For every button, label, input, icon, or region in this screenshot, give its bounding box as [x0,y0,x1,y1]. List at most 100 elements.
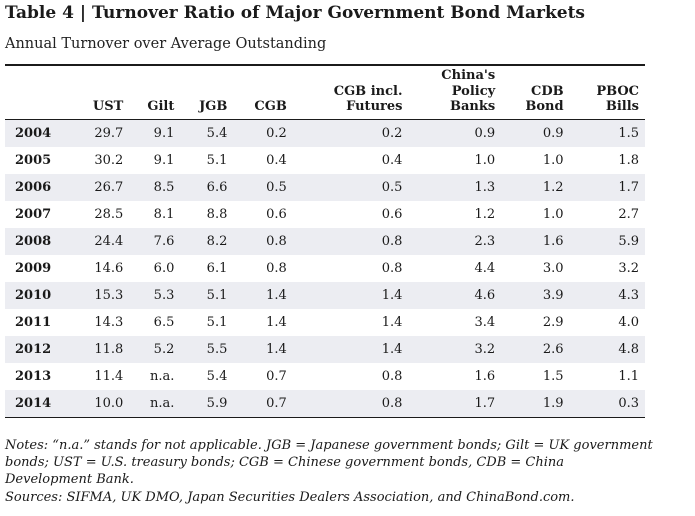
header-line: Bond [525,99,564,114]
row-year-cell: 2013 [15,368,52,384]
table-cell: 5.9 [180,389,234,418]
table-row: 2014 10.0 n.a. 5.9 0.7 0.8 1.7 1.9 0.3 [5,389,645,418]
col-header-jgb: JGB [180,68,234,120]
table-cell: 0.8 [292,227,409,255]
table-cell: 1.6 [501,227,570,255]
table-cell: 2.7 [618,206,639,222]
table-cell: 0.8 [233,227,293,255]
table-cell: 10.0 [73,389,130,418]
table-cell: 1.3 [408,173,502,201]
table-cell: 1.0 [474,152,496,168]
col-header-pboc: PBOC Bills [569,68,645,120]
row-year-cell: 2014 [5,389,73,418]
table-row: 2004 29.7 9.1 5.4 0.2 0.2 0.9 0.9 1.5 [5,119,645,147]
row-year-cell: 2006 [5,173,73,201]
table-cell: 0.9 [408,119,502,147]
table-cell: 1.2 [474,206,496,222]
table-cell: 6.5 [153,314,175,330]
table-cell: 1.4 [233,281,293,309]
table-row: 2012 11.8 5.2 5.5 1.4 1.4 3.2 2.6 4.8 [5,335,645,363]
table-row: 2013 11.4 n.a. 5.4 0.7 0.8 1.6 1.5 1.1 [5,363,645,390]
table-cell: 0.9 [501,119,570,147]
table-cell: n.a. [149,368,175,384]
table-cell: 1.4 [381,314,403,330]
table-cell: 0.2 [233,119,293,147]
table-notes: Notes: “n.a.” stands for not applicable.… [5,438,653,487]
table-cell: 8.5 [129,173,181,201]
table-cell: 8.8 [206,206,228,222]
table-cell: 0.4 [266,152,287,168]
col-header-policy-banks: China's Policy Banks [408,68,502,120]
table-cell: 1.0 [542,206,564,222]
header-line: Policy [451,83,496,99]
table-row: 2005 30.2 9.1 5.1 0.4 0.4 1.0 1.0 1.8 [5,147,645,174]
table-cell: 0.8 [266,260,287,276]
table-cell: 8.2 [180,227,234,255]
table-cell: 1.4 [266,314,287,330]
table-sources: Sources: SIFMA, UK DMO, Japan Securities… [5,490,575,505]
table-cell: 0.6 [266,206,287,222]
header-line: CDB [530,83,564,99]
table-cell: 0.2 [292,119,409,147]
table-title: Table 4 | Turnover Ratio of Major Govern… [5,3,585,23]
table-cell: 5.5 [180,335,234,363]
table-row: 2010 15.3 5.3 5.1 1.4 1.4 4.6 3.9 4.3 [5,281,645,309]
row-year-cell: 2004 [5,119,73,147]
row-year-cell: 2009 [15,260,52,276]
header-line: CGB incl. [333,83,403,99]
table-cell: 4.4 [474,260,496,276]
table-cell: 1.1 [618,368,639,384]
table-cell: 5.9 [569,227,645,255]
table-cell: 1.5 [569,119,645,147]
header-line: Futures [346,99,403,114]
table-cell: 0.8 [381,260,403,276]
table-cell: 8.1 [153,206,175,222]
table-cell: 5.1 [206,314,228,330]
row-year-cell: 2005 [15,152,52,168]
table-cell: 14.3 [94,314,124,330]
table-cell: 4.3 [569,281,645,309]
header-line: China's [441,68,496,83]
table-cell: 1.7 [569,173,645,201]
table-row: 2008 24.4 7.6 8.2 0.8 0.8 2.3 1.6 5.9 [5,227,645,255]
table-cell: 0.3 [569,389,645,418]
table-cell: 5.1 [180,281,234,309]
table-cell: 11.8 [73,335,130,363]
table-cell: 0.8 [381,368,403,384]
table-cell: 4.8 [569,335,645,363]
table-cell: 2.6 [501,335,570,363]
row-year-cell: 2008 [5,227,73,255]
table-cell: 14.6 [94,260,124,276]
table-cell: 6.1 [206,260,228,276]
table-cell: 3.2 [618,260,639,276]
table-row: 2009 14.6 6.0 6.1 0.8 0.8 4.4 3.0 3.2 [5,255,645,282]
table-cell: 3.2 [408,335,502,363]
col-header-gilt: Gilt [129,68,181,120]
table-cell: 6.6 [180,173,234,201]
table-cell: 9.1 [129,119,181,147]
table-row: 2007 28.5 8.1 8.8 0.6 0.6 1.2 1.0 2.7 [5,201,645,228]
table-cell: 3.0 [542,260,564,276]
table-cell: 4.0 [618,314,639,330]
table-cell: 4.6 [408,281,502,309]
table-cell: 2.9 [542,314,564,330]
row-year-cell: 2007 [15,206,52,222]
table-body: 2004 29.7 9.1 5.4 0.2 0.2 0.9 0.9 1.5 2005 30.2 9.1… [5,119,645,418]
table-cell: 1.6 [474,368,496,384]
table-cell: 30.2 [94,152,124,168]
table-cell: 3.9 [501,281,570,309]
col-header-cgb-futures: CGB incl. Futures [292,68,409,120]
row-year-cell: 2012 [5,335,73,363]
table-cell: 0.5 [233,173,293,201]
table-cell: 3.4 [474,314,496,330]
row-year-cell: 2011 [15,314,52,330]
row-year-cell: 2010 [5,281,73,309]
table-cell: 0.8 [292,389,409,418]
table-cell: 24.4 [73,227,130,255]
header-line: PBOC [596,83,639,99]
table-cell: 0.6 [381,206,403,222]
table-cell: 1.7 [408,389,502,418]
table-cell: 15.3 [73,281,130,309]
table-cell: 1.4 [292,281,409,309]
table-cell: 0.4 [381,152,403,168]
